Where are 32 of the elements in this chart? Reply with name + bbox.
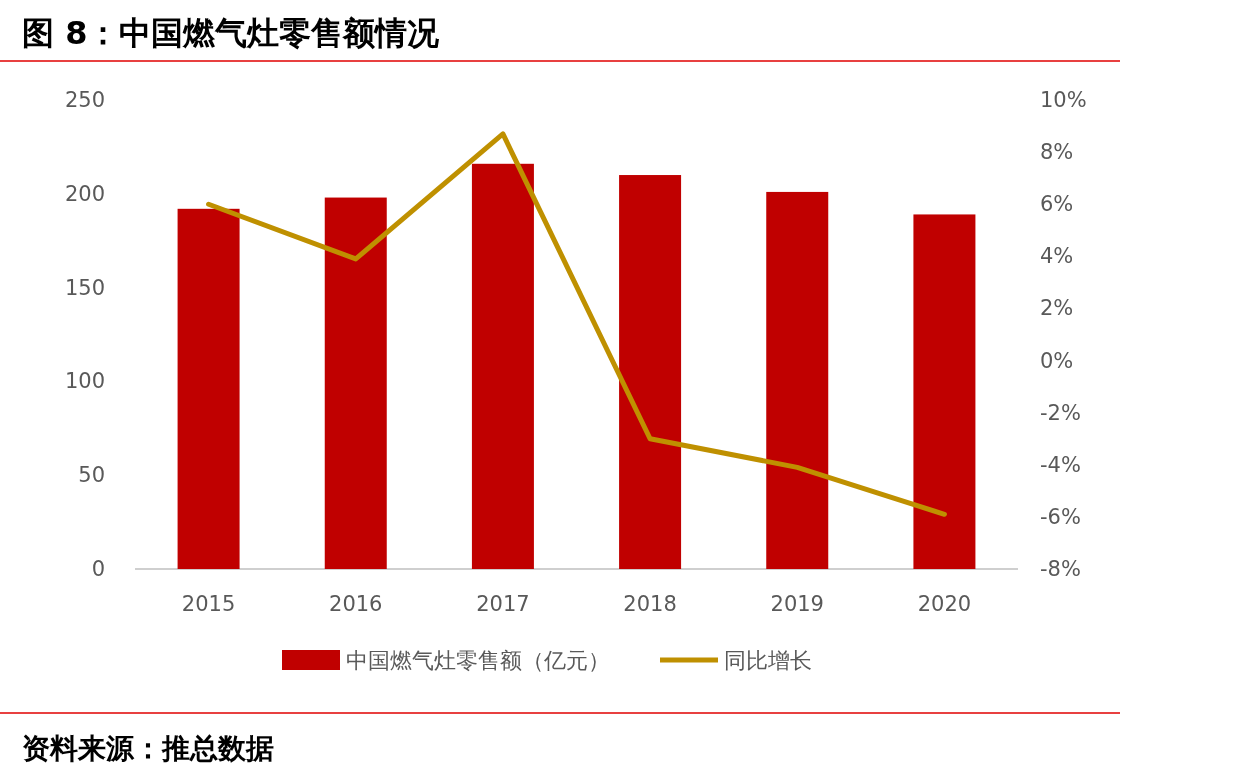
- x-tick-label: 2015: [181, 592, 236, 616]
- legend-label: 中国燃气灶零售额（亿元）: [346, 648, 610, 673]
- y2-tick-label: 8%: [1040, 140, 1074, 165]
- y2-tick-label: 6%: [1040, 192, 1074, 217]
- bar: [324, 197, 387, 569]
- y-tick-label: 250: [64, 88, 105, 112]
- y-tick-label: 200: [64, 181, 105, 206]
- chart-title: 图 8：中国燃气灶零售额情况: [22, 14, 441, 52]
- y-tick-label: 150: [64, 275, 105, 300]
- y2-tick-label: 2%: [1040, 296, 1074, 321]
- y2-tick-label: 0%: [1040, 348, 1074, 373]
- x-tick-label: 2016: [329, 592, 383, 616]
- x-tick-label: 2018: [623, 592, 677, 616]
- legend-label: 同比增长: [724, 648, 812, 673]
- y2-tick-label: -8%: [1040, 557, 1081, 581]
- y2-tick-label: -2%: [1040, 400, 1081, 425]
- y-tick-label: 100: [64, 369, 105, 394]
- bar: [619, 175, 682, 569]
- y-tick-label: 0: [91, 557, 105, 581]
- y2-tick-label: 4%: [1040, 244, 1074, 269]
- y2-tick-label: -4%: [1040, 452, 1081, 477]
- bar: [766, 191, 829, 569]
- y-tick-label: 50: [78, 463, 105, 488]
- bar: [913, 214, 976, 569]
- x-tick-label: 2020: [917, 592, 972, 616]
- bar: [177, 208, 240, 569]
- x-tick-label: 2019: [770, 592, 824, 616]
- x-tick-label: 2017: [476, 592, 530, 616]
- bar: [471, 163, 534, 569]
- y2-tick-label: 10%: [1040, 88, 1087, 112]
- y2-tick-label: -6%: [1040, 504, 1081, 529]
- text: 资料来源：推总数据: [22, 732, 274, 765]
